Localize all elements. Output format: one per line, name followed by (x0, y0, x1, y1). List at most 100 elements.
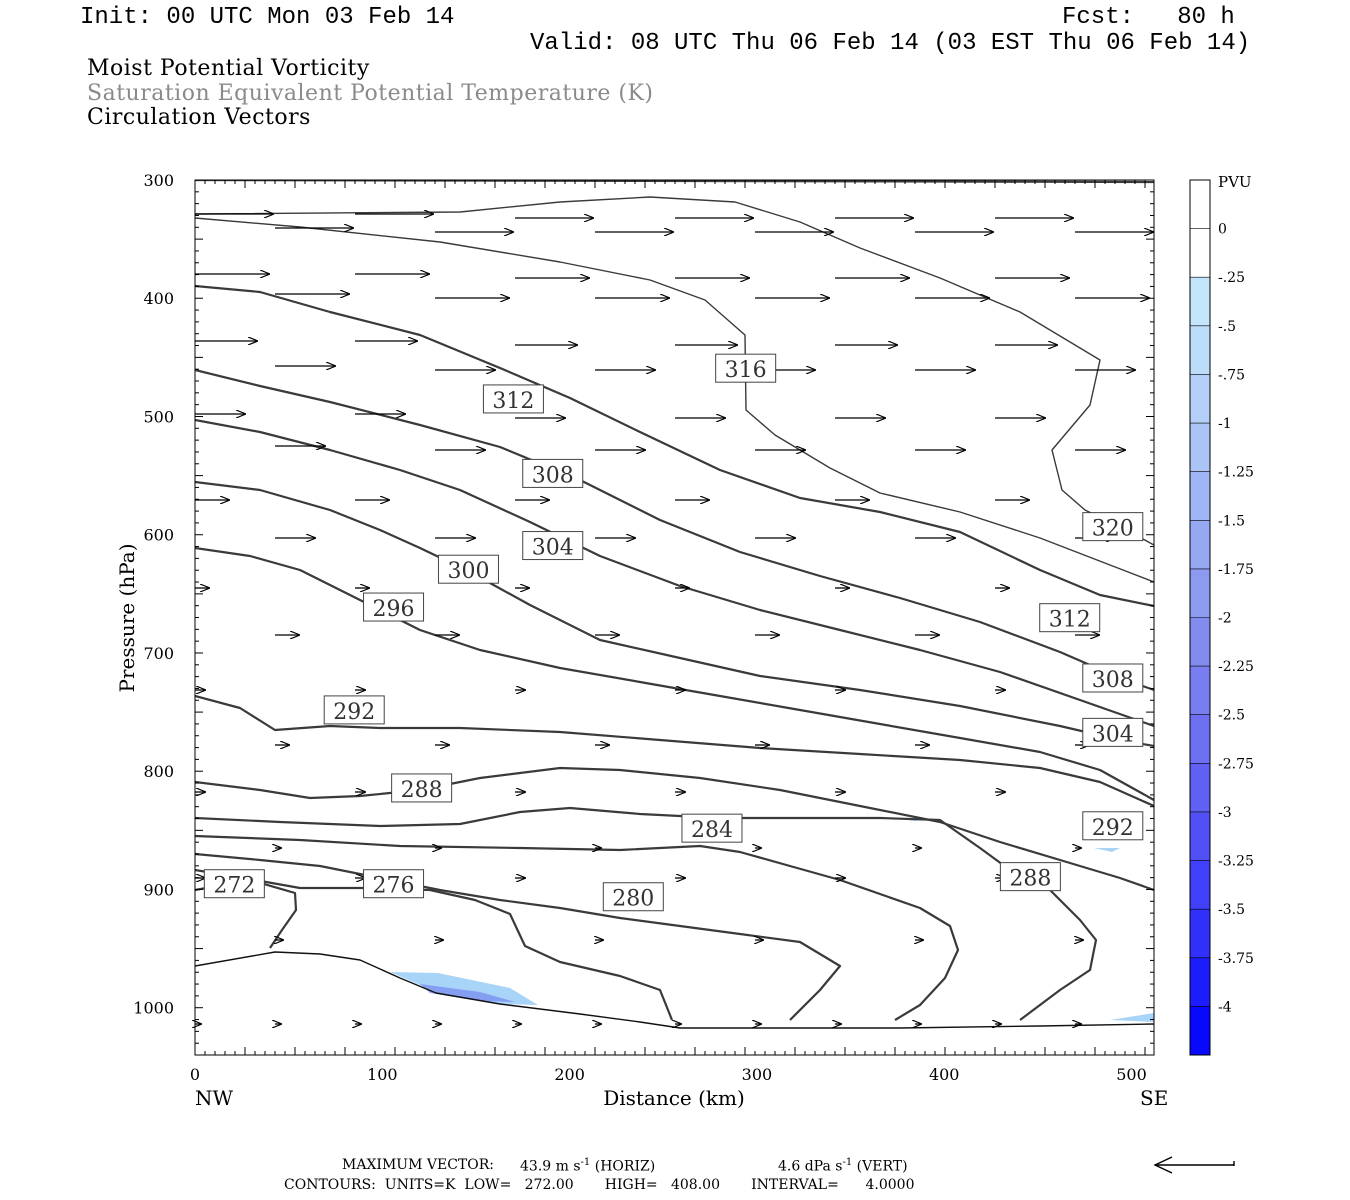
circulation-vectors (195, 214, 1153, 1024)
colorbar-label: -3.5 (1218, 902, 1245, 918)
contour-label: 288 (391, 773, 453, 803)
colorbar-title: PVU (1218, 173, 1252, 191)
field-title-mpv: Moist Potential Vorticity (87, 56, 370, 81)
contour-label-text: 284 (691, 818, 733, 843)
x-tick-label: 100 (367, 1065, 398, 1084)
field-title-vectors: Circulation Vectors (87, 105, 311, 130)
colorbar-swatch (1190, 471, 1210, 521)
max-vector-vert-exp: -1 (842, 1157, 853, 1168)
contour-label-text: 276 (373, 874, 415, 899)
colorbar-label: -3.75 (1218, 951, 1254, 967)
contour-label: 280 (602, 882, 664, 912)
max-vector-vert: 4.6 dPa s-1 (VERT) (778, 1157, 908, 1175)
contour-line (195, 852, 842, 1021)
colorbar-swatch (1190, 1006, 1210, 1056)
colorbar-swatch (1190, 811, 1210, 862)
pv-shade-area (1094, 848, 1120, 852)
contour-label-text: 316 (725, 358, 767, 383)
contour-label: 288 (999, 862, 1061, 892)
colorbar-label: -.75 (1218, 367, 1245, 383)
y-tick-label: 700 (143, 644, 174, 663)
pv-shade-area (390, 972, 538, 1005)
colorbar-swatch (1190, 666, 1210, 716)
colorbar-label: -2.25 (1218, 659, 1254, 675)
init-time: Init: 00 UTC Mon 03 Feb 14 (80, 4, 455, 31)
colorbar-swatch (1190, 277, 1210, 327)
contour-label: 304 (1082, 717, 1144, 747)
pv-shade-area (1110, 1013, 1154, 1022)
contour-label: 272 (203, 869, 265, 899)
contour-label: 304 (522, 531, 584, 561)
y-tick-label: 500 (143, 407, 174, 426)
contour-label: 284 (681, 813, 743, 843)
colorbar-swatch (1190, 423, 1210, 473)
contour-label-text: 312 (492, 389, 534, 414)
x-end-right: SE (1140, 1086, 1168, 1110)
x-tick-label: 500 (1116, 1065, 1147, 1084)
colorbar-swatch (1190, 763, 1210, 813)
field-title-thetaes: Saturation Equivalent Potential Temperat… (87, 81, 654, 106)
colorbar-swatch (1190, 714, 1210, 764)
plot-frame (194, 179, 1155, 1056)
contour-label: 292 (323, 695, 385, 725)
y-tick-label: 600 (143, 526, 174, 545)
x-tick-label: 300 (742, 1065, 773, 1084)
contour-line (195, 284, 1154, 608)
x-tick-label: 0 (190, 1065, 200, 1084)
contour-label-text: 300 (447, 559, 489, 584)
contour-line (195, 766, 1154, 892)
x-end-left: NW (195, 1086, 234, 1110)
colorbar-swatch (1190, 180, 1210, 230)
colorbar-swatch (1190, 617, 1210, 667)
y-axis-title: Pressure (hPa) (115, 544, 139, 693)
contour-label: 320 (1082, 512, 1144, 542)
contour-line (195, 418, 1154, 728)
contour-line (195, 951, 1154, 1029)
contour-label-text: 304 (532, 536, 574, 561)
contour-line (195, 368, 1154, 692)
colorbar-label: -3.25 (1218, 854, 1254, 870)
contour-label-text: 308 (532, 463, 574, 488)
colorbar-label: -1.75 (1218, 562, 1254, 578)
colorbar-label: -1.25 (1218, 465, 1254, 481)
y-tick-label: 400 (143, 289, 174, 308)
contour-label-text: 280 (612, 887, 654, 912)
pv-shade-area (420, 984, 515, 1002)
contour-line (195, 217, 1154, 583)
colorbar-label: -2.75 (1218, 756, 1254, 772)
contour-label-text: 288 (401, 778, 443, 803)
colorbar-swatch (1190, 520, 1210, 570)
contour-label: 312 (482, 384, 544, 414)
max-vector-horiz-tag: (HORIZ) (594, 1158, 656, 1175)
contour-label: 296 (363, 592, 425, 622)
axis-labels: 0 100 200 300 400 500 300 400 500 600 700 800 900 100… (133, 171, 1147, 1084)
colorbar-swatch (1190, 909, 1210, 959)
theta-es-contours (195, 180, 1154, 1029)
contour-labels: 316 312 308 304 300 296 320 312 308 304 292 288 284 2… (203, 353, 1144, 912)
contour-line (195, 480, 1154, 748)
contour-label-text: 320 (1092, 517, 1134, 542)
minor-ticks (194, 179, 1154, 1056)
colorbar-label: 0 (1218, 222, 1227, 238)
colorbar-label: -4 (1218, 999, 1232, 1015)
contour-label-text: 304 (1092, 722, 1134, 747)
x-tick-label: 400 (929, 1065, 960, 1084)
contour-label: 312 (1039, 603, 1101, 633)
colorbar-label: -1 (1218, 416, 1232, 432)
contour-label-text: 292 (333, 700, 375, 725)
colorbar-swatch (1190, 860, 1210, 910)
contour-label: 300 (437, 554, 499, 584)
reference-vector (1153, 1156, 1235, 1174)
contour-label-text: 292 (1092, 816, 1134, 841)
pv-shading (390, 819, 1154, 1022)
colorbar-swatch (1190, 228, 1210, 278)
contour-label: 292 (1082, 811, 1144, 841)
max-vector-horiz-exp: -1 (580, 1157, 591, 1168)
contour-label: 308 (522, 458, 584, 488)
colorbar-label: -.5 (1218, 319, 1236, 335)
valid-time: Valid: 08 UTC Thu 06 Feb 14 (03 EST Thu … (530, 30, 1251, 57)
y-tick-label: 300 (143, 171, 174, 190)
contour-label-text: 272 (213, 874, 255, 899)
max-vector-vert-tag: (VERT) (856, 1158, 908, 1175)
